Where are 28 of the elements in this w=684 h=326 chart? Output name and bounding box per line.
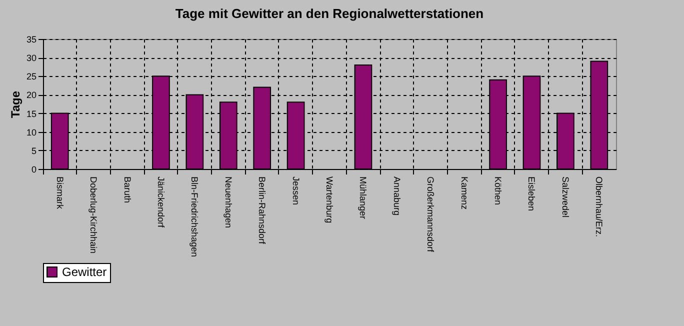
x-tick-label: Annaburg	[392, 176, 402, 216]
x-tick-label: Großerkmannsdorf	[426, 176, 436, 253]
x-tick-label: Olbernhau/Erz.	[594, 176, 604, 238]
x-tick-label: Kamenz	[459, 176, 470, 210]
y-tick-label: 15	[26, 108, 36, 119]
x-tick-label: Wartenburg	[324, 176, 334, 224]
y-tick-label: 5	[31, 146, 36, 156]
x-tick-label: Jessen	[290, 176, 301, 206]
x-tick-label: Baruth	[122, 176, 132, 204]
x-tick-label: Bln-Friedrichshagen	[190, 176, 200, 258]
x-tick-label: Bismark	[54, 176, 65, 210]
x-tick-label: Neuenhagen	[223, 176, 234, 228]
x-tick-label: Mühlanger	[358, 176, 368, 220]
y-tick-label: 20	[26, 90, 36, 100]
y-tick-label: 35	[26, 34, 36, 44]
legend-label: Gewitter	[62, 265, 107, 279]
x-tick-label: Jänickendorf	[156, 176, 166, 228]
x-tick-label: Salzwedel	[560, 176, 570, 218]
x-tick-label: Köthen	[493, 176, 504, 206]
x-tick-label: Doberlug-Kirchhain	[88, 176, 99, 254]
y-axis-title: Tage	[8, 90, 22, 118]
chart-title: Tage mit Gewitter an den Regionalwetterstationen	[175, 6, 484, 21]
y-tick-label: 10	[26, 127, 36, 138]
y-tick-label: 0	[31, 164, 36, 174]
y-tick-label: 30	[26, 53, 36, 64]
y-tick-label: 25	[26, 72, 36, 82]
x-tick-label: Eisleben	[526, 176, 537, 212]
x-tick-label: Berlin-Rahnsdorf	[257, 176, 268, 245]
